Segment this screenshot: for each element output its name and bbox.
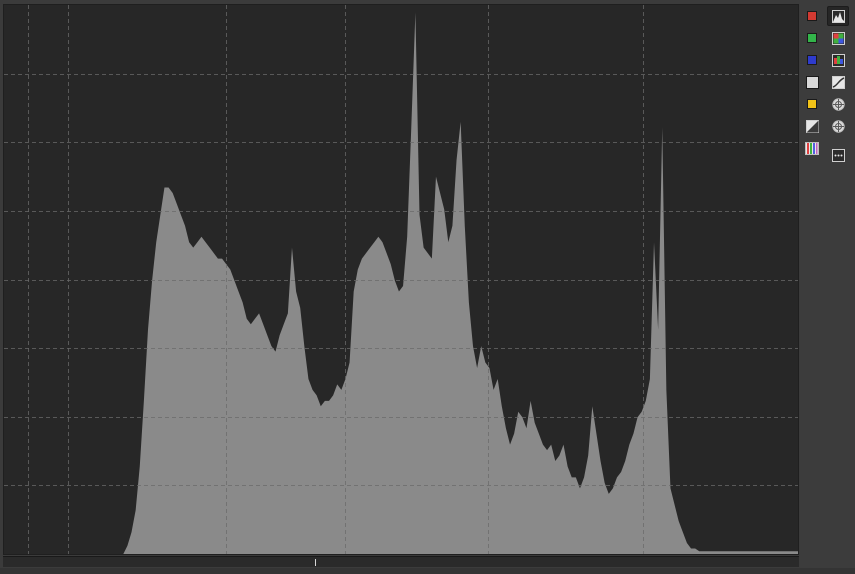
rgb-parade-button[interactable]	[827, 28, 849, 48]
vectorscope-hs-icon	[831, 97, 845, 111]
chroma-swatch-icon	[807, 99, 817, 109]
blue-channel-toggle[interactable]	[801, 50, 823, 70]
rgb-bars-icon	[805, 141, 819, 155]
histogram-icon	[831, 9, 845, 23]
curve-button[interactable]	[827, 72, 849, 92]
blue-swatch-icon	[807, 55, 817, 65]
luminance-histogram-area	[4, 12, 798, 554]
more-options-button[interactable]	[827, 145, 849, 165]
red-channel-toggle[interactable]	[801, 6, 823, 26]
rgb-grid-icon	[831, 31, 845, 45]
red-swatch-icon	[807, 11, 817, 21]
waveform-button[interactable]	[827, 50, 849, 70]
histogram-scrub-bar[interactable]	[3, 556, 799, 567]
chroma-toggle[interactable]	[801, 94, 823, 114]
waveform-icon	[831, 53, 845, 67]
vectorscope-hs-button[interactable]	[827, 94, 849, 114]
bar-mode-toggle[interactable]	[801, 138, 823, 158]
scrub-marker[interactable]	[315, 559, 316, 566]
green-channel-toggle[interactable]	[801, 28, 823, 48]
histogram-mode-button[interactable]	[827, 6, 849, 26]
bottom-border	[0, 568, 855, 574]
more-icon	[831, 148, 845, 162]
histogram-toolbar	[800, 0, 855, 568]
green-swatch-icon	[807, 33, 817, 43]
vectorscope-hc-button[interactable]	[827, 116, 849, 136]
luminance-toggle[interactable]	[801, 72, 823, 92]
luminance-swatch-icon	[805, 75, 819, 89]
curve-icon	[831, 75, 845, 89]
vectorscope-hc-icon	[831, 119, 845, 133]
gradient-icon	[805, 119, 819, 133]
raw-toggle[interactable]	[801, 116, 823, 136]
histogram-chart	[4, 5, 798, 554]
histogram-view[interactable]	[3, 4, 799, 555]
